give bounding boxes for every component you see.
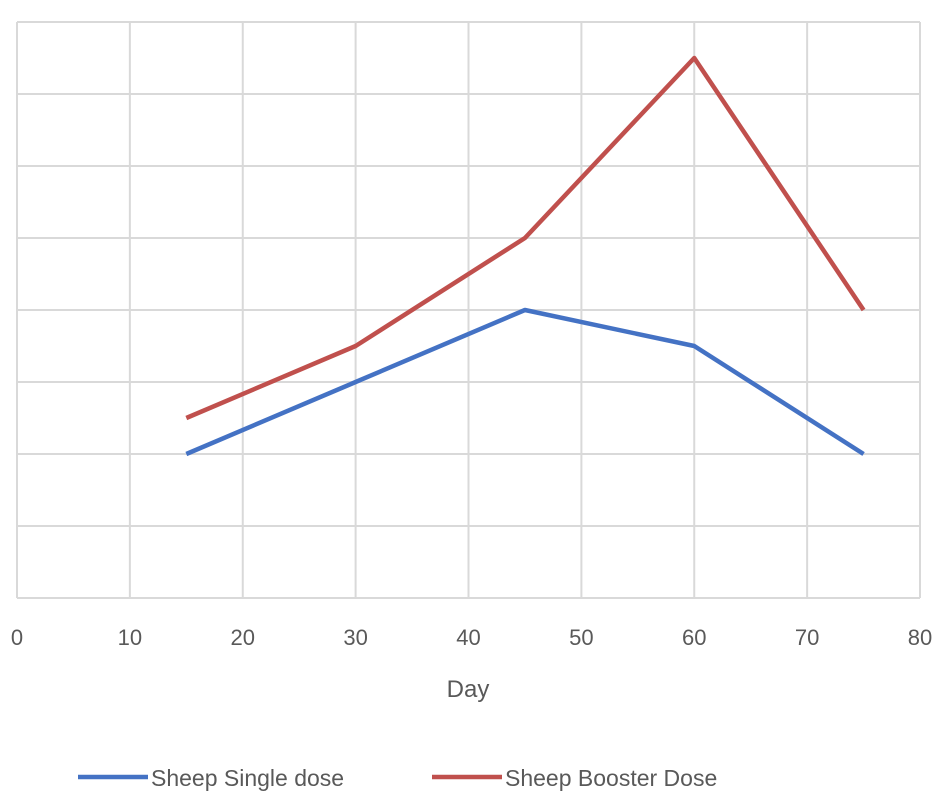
x-tick-label: 60 bbox=[682, 625, 706, 650]
legend-label: Sheep Booster Dose bbox=[505, 765, 717, 791]
grid bbox=[16, 21, 921, 599]
series-line-2 bbox=[185, 55, 866, 421]
x-tick-label: 30 bbox=[343, 625, 367, 650]
x-tick-labels: 0 10 20 30 40 50 60 70 80 bbox=[11, 625, 932, 650]
x-tick-label: 70 bbox=[795, 625, 819, 650]
series-line-1 bbox=[185, 307, 865, 457]
series-group bbox=[185, 55, 866, 457]
x-tick-label: 80 bbox=[908, 625, 932, 650]
x-tick-label: 0 bbox=[11, 625, 23, 650]
legend: Sheep Single dose Sheep Booster Dose bbox=[78, 765, 717, 791]
x-tick-label: 20 bbox=[231, 625, 255, 650]
x-axis-label: Day bbox=[447, 676, 490, 703]
x-tick-label: 10 bbox=[118, 625, 142, 650]
x-tick-label: 50 bbox=[569, 625, 593, 650]
legend-label: Sheep Single dose bbox=[151, 765, 344, 791]
x-tick-label: 40 bbox=[456, 625, 480, 650]
